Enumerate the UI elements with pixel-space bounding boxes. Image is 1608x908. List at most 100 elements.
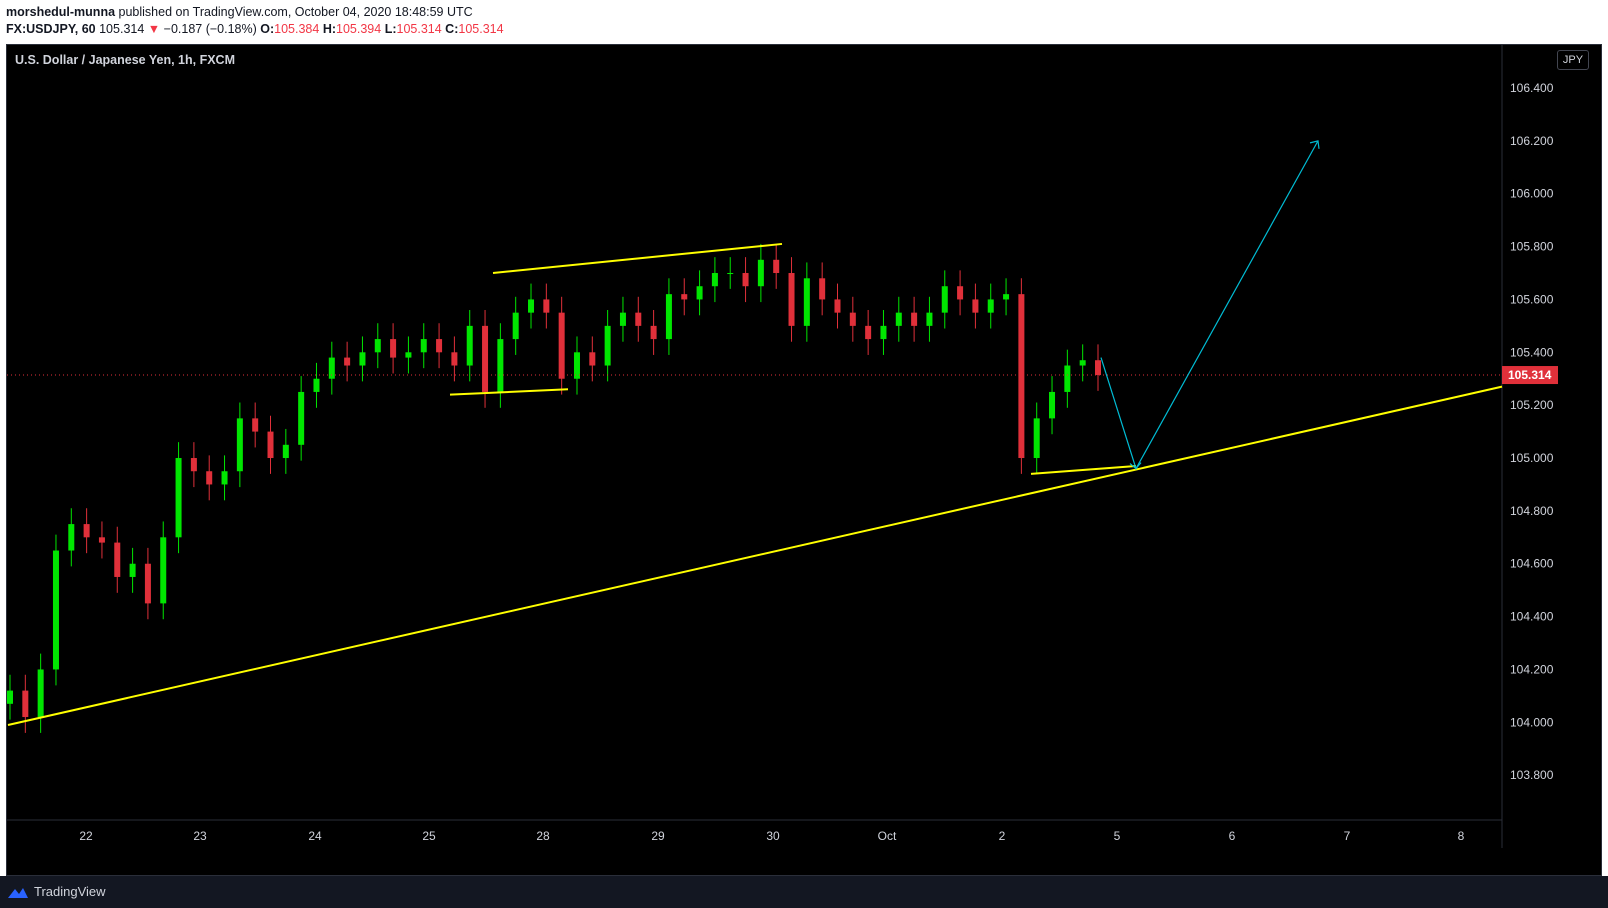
- candle-body: [558, 312, 565, 379]
- y-tick-label: 104.200: [1510, 662, 1554, 676]
- candle-body: [635, 312, 642, 326]
- candle-body: [282, 444, 289, 459]
- candle-body: [1033, 418, 1040, 459]
- candle-body: [819, 278, 826, 300]
- candle-body: [773, 259, 780, 274]
- projection-arrow: [1100, 140, 1319, 471]
- arrow-head-icon: [1129, 462, 1142, 470]
- candle-body: [573, 352, 580, 379]
- candle-body: [175, 458, 182, 538]
- y-tick-label: 104.600: [1510, 557, 1554, 571]
- candle-body: [298, 391, 305, 445]
- x-tick-label: 25: [422, 829, 436, 843]
- y-tick-label: 106.200: [1510, 134, 1554, 148]
- high-label: H:: [322, 22, 337, 36]
- candle-body: [7, 690, 13, 704]
- chart-area[interactable]: [6, 44, 1602, 876]
- y-tick-label: 104.800: [1510, 504, 1554, 518]
- candle-body: [466, 325, 473, 366]
- candle-body: [1018, 294, 1025, 459]
- candle-body: [98, 537, 105, 543]
- candle-body: [236, 418, 243, 472]
- published-text: published on TradingView.com, October 04…: [115, 5, 473, 19]
- candle-body: [895, 312, 902, 326]
- x-tick-label: Oct: [878, 829, 897, 843]
- close-value: 105.314: [458, 22, 504, 36]
- candle-body: [1064, 365, 1071, 392]
- candle-body: [650, 325, 657, 340]
- candle-body: [190, 458, 197, 472]
- trend-line: [492, 242, 783, 275]
- candle-body: [696, 286, 703, 300]
- trend-line: [1030, 464, 1137, 475]
- high-value: 105.394: [336, 22, 382, 36]
- y-tick-label: 105.800: [1510, 240, 1554, 254]
- footer-bar: TradingView: [0, 876, 1608, 908]
- candle-body: [114, 542, 121, 577]
- candle-body: [206, 471, 213, 485]
- candle-body: [543, 299, 550, 313]
- price-change: −0.187 (−0.18%): [163, 22, 257, 36]
- candle-body: [880, 325, 887, 340]
- x-tick-label: 28: [536, 829, 550, 843]
- y-tick-label: 103.800: [1510, 768, 1554, 782]
- candle-body: [742, 273, 749, 287]
- x-tick-label: 22: [79, 829, 93, 843]
- currency-button[interactable]: JPY: [1557, 50, 1589, 70]
- brand-name[interactable]: TradingView: [34, 884, 106, 899]
- candle-body: [619, 312, 626, 326]
- candle-body: [987, 299, 994, 313]
- x-tick-label: 6: [1229, 829, 1236, 843]
- candle-body: [911, 312, 918, 326]
- down-arrow-icon: ▼: [147, 22, 161, 36]
- author-name[interactable]: morshedul-munna: [6, 5, 116, 19]
- candle-body: [344, 357, 351, 366]
- candle-body: [328, 357, 335, 379]
- candle-body: [313, 378, 320, 392]
- candle-body: [589, 352, 596, 366]
- candle-body: [957, 286, 964, 300]
- candle-body: [727, 273, 734, 275]
- candle-body: [1049, 391, 1056, 419]
- candle-body: [681, 294, 688, 300]
- trend-line: [7, 385, 1503, 726]
- y-tick-label: 106.400: [1510, 81, 1554, 95]
- candle-body: [972, 299, 979, 313]
- candle-body: [436, 339, 443, 353]
- y-tick-label: 104.000: [1510, 715, 1554, 729]
- candle-body: [52, 550, 59, 670]
- candle-body: [1095, 360, 1101, 376]
- last-price: 105.314: [99, 22, 145, 36]
- candle-body: [37, 669, 44, 718]
- current-price-label: 105.314: [1508, 368, 1552, 382]
- trend-line: [449, 388, 569, 396]
- x-tick-label: 5: [1114, 829, 1121, 843]
- candle-body: [160, 537, 167, 604]
- candle-body: [451, 352, 458, 366]
- candle-body: [482, 325, 489, 392]
- x-tick-label: 29: [651, 829, 665, 843]
- instrument-title: U.S. Dollar / Japanese Yen, 1h, FXCM: [15, 53, 235, 67]
- x-tick-label: 7: [1344, 829, 1351, 843]
- x-tick-label: 30: [766, 829, 780, 843]
- x-tick-label: 24: [308, 829, 322, 843]
- tradingview-logo-icon[interactable]: [6, 884, 30, 900]
- candle-body: [252, 418, 259, 432]
- candle-body: [711, 273, 718, 287]
- candle-body: [757, 259, 764, 287]
- candle-body: [374, 339, 381, 353]
- candle-body: [420, 339, 427, 353]
- publish-info: morshedul-munna published on TradingView…: [6, 5, 473, 19]
- x-tick-label: 23: [193, 829, 207, 843]
- candle-body: [68, 524, 75, 551]
- candle-body: [144, 563, 151, 604]
- candle-body: [1003, 294, 1010, 300]
- y-tick-label: 106.000: [1510, 187, 1554, 201]
- low-label: L:: [384, 22, 397, 36]
- close-label: C:: [445, 22, 459, 36]
- low-value: 105.314: [396, 22, 442, 36]
- y-tick-label: 105.000: [1510, 451, 1554, 465]
- candle-body: [528, 299, 535, 313]
- y-tick-label: 104.400: [1510, 610, 1554, 624]
